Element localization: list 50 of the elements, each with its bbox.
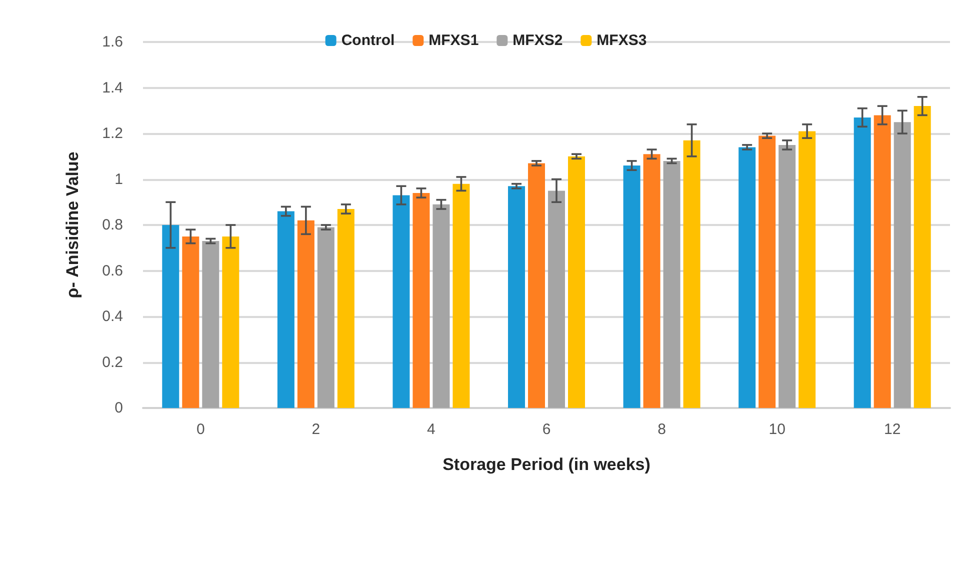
y-tick-label: 1.4	[102, 79, 123, 96]
bar	[277, 211, 294, 408]
bar	[202, 241, 220, 408]
bar	[222, 236, 240, 408]
x-tick-label: 12	[884, 421, 901, 438]
legend-label: MFXS3	[596, 32, 647, 49]
bar	[854, 117, 871, 408]
bar	[914, 106, 931, 408]
bar	[798, 131, 816, 408]
y-tick-label: 1	[114, 170, 123, 188]
bar	[182, 236, 200, 408]
bar	[452, 184, 470, 408]
y-tick-label: 1.2	[102, 125, 123, 142]
bar	[623, 166, 640, 408]
bar	[337, 208, 354, 408]
y-tick-label: 0.2	[102, 354, 123, 371]
bar	[738, 147, 756, 408]
x-tick-label: 6	[542, 421, 551, 438]
y-tick-label: 0	[114, 400, 123, 416]
bar	[683, 140, 700, 408]
legend-label: MFXS2	[512, 32, 563, 49]
bar	[548, 190, 565, 408]
x-tick-label: 8	[658, 421, 666, 438]
bar	[778, 144, 796, 408]
bar	[392, 195, 410, 408]
x-tick-label: 4	[427, 421, 436, 438]
y-tick-label: 0.8	[102, 216, 123, 234]
y-tick-label: 0.4	[102, 308, 123, 325]
y-tick-label: 1.6	[102, 34, 123, 50]
legend-label: Control	[341, 32, 395, 49]
legend-label: MFXS1	[428, 32, 479, 49]
bar	[317, 227, 334, 408]
bar	[162, 225, 180, 408]
bar	[758, 136, 776, 408]
y-tick-label: 0.6	[102, 262, 123, 280]
bar	[894, 122, 911, 408]
bar	[508, 186, 525, 408]
x-axis-title: Storage Period (in weeks)	[442, 455, 650, 474]
x-tick-label: 0	[196, 421, 205, 438]
bar	[663, 160, 680, 408]
y-axis-title: ρ- Anisidine Value	[63, 152, 82, 298]
x-tick-label: 10	[768, 421, 786, 438]
bar	[874, 115, 891, 408]
bar	[568, 156, 585, 408]
bar	[528, 163, 545, 408]
x-tick-label: 2	[312, 421, 320, 438]
bar	[297, 220, 314, 408]
bar	[432, 204, 450, 408]
bar	[643, 154, 660, 408]
bar	[412, 192, 430, 408]
